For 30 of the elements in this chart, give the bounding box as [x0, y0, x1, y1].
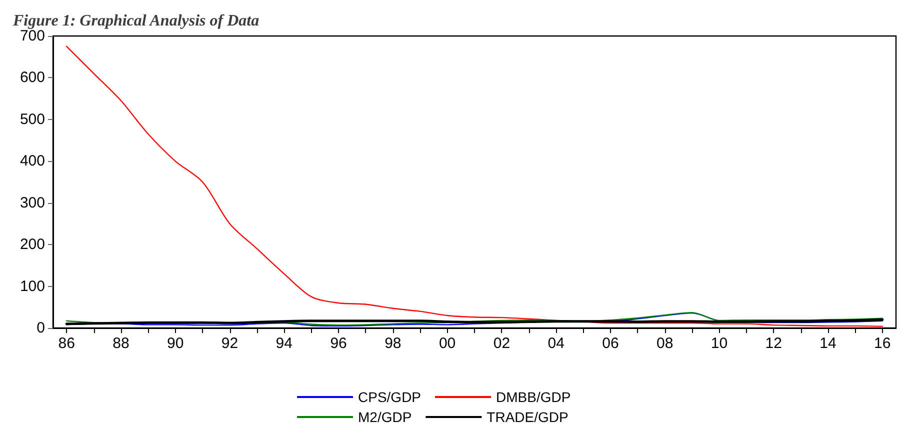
y-tick-label: 500 — [20, 110, 45, 128]
x-tick-label: 96 — [330, 335, 347, 352]
y-tick-label: 100 — [20, 278, 45, 295]
y-tick-label: 0 — [36, 320, 45, 336]
x-tick-label: 02 — [493, 335, 510, 352]
x-tick-label: 12 — [765, 335, 782, 352]
x-tick-label: 14 — [820, 335, 836, 352]
x-tick-label: 92 — [221, 335, 238, 352]
chart-title: Figure 1: Graphical Analysis of Data — [12, 12, 260, 30]
legend-label: TRADE/GDP — [486, 409, 568, 425]
x-tick-label: 10 — [710, 335, 728, 352]
legend-label: CPS/GDP — [358, 389, 422, 405]
y-tick-label: 600 — [20, 69, 45, 86]
x-tick-label: 94 — [276, 335, 292, 352]
x-tick-label: 00 — [438, 335, 456, 352]
x-tick-label: 08 — [656, 335, 674, 352]
x-tick-label: 06 — [602, 335, 619, 352]
x-tick-label: 90 — [167, 335, 184, 352]
line-series — [66, 46, 884, 327]
y-tick-label: 400 — [20, 152, 45, 170]
x-tick-label: 86 — [58, 335, 75, 352]
y-tick-label: 700 — [20, 28, 45, 44]
legend-label: M2/GDP — [358, 409, 412, 425]
legend-label: DMBB/GDP — [496, 389, 571, 405]
x-tick-label: 04 — [548, 335, 564, 352]
x-tick-label: 16 — [874, 335, 891, 352]
y-tick-label: 200 — [20, 236, 45, 254]
x-tick-label: 98 — [384, 335, 402, 352]
x-tick-label: 88 — [112, 335, 130, 352]
y-tick-label: 300 — [20, 194, 45, 212]
